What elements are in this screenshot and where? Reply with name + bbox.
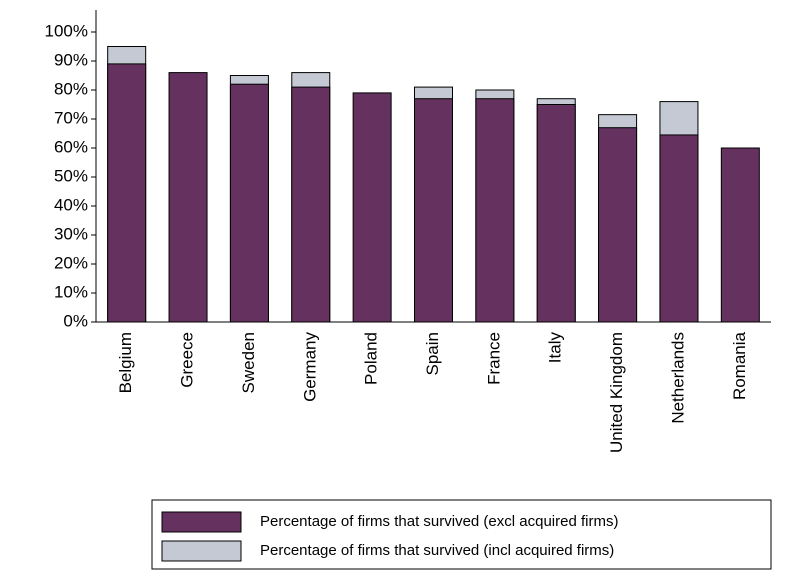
bar xyxy=(414,98,453,323)
y-tick-label: 20% xyxy=(54,253,88,272)
legend-swatch xyxy=(161,540,242,562)
y-tick-label: 90% xyxy=(54,50,88,69)
x-tick-label: United Kingdom xyxy=(607,332,626,453)
y-tick-label: 60% xyxy=(54,137,88,156)
bar xyxy=(168,72,208,323)
bar xyxy=(536,104,576,323)
legend-label: Percentage of firms that survived (incl … xyxy=(260,542,614,559)
legend: Percentage of firms that survived (excl … xyxy=(151,499,772,570)
y-tick-label: 70% xyxy=(54,108,88,127)
x-tick-label: Belgium xyxy=(116,332,135,393)
y-tick-label: 80% xyxy=(54,79,88,98)
y-tick-label: 40% xyxy=(54,195,88,214)
bar xyxy=(659,134,699,323)
x-tick-label: Greece xyxy=(178,332,197,388)
bar xyxy=(475,98,515,323)
bar xyxy=(352,92,392,323)
x-tick-label: Germany xyxy=(300,332,319,402)
y-tick-label: 30% xyxy=(54,224,88,243)
y-tick-label: 10% xyxy=(54,282,88,301)
bar xyxy=(229,83,269,323)
y-tick-label: 50% xyxy=(54,166,88,185)
x-tick-label: Romania xyxy=(730,331,749,400)
legend-box xyxy=(151,499,772,570)
x-tick-label: France xyxy=(484,332,503,385)
x-tick-label: Poland xyxy=(362,332,381,385)
bar xyxy=(107,63,147,323)
legend-label: Percentage of firms that survived (excl … xyxy=(260,513,618,530)
legend-swatch xyxy=(161,511,242,533)
x-tick-label: Sweden xyxy=(239,332,258,393)
x-tick-label: Netherlands xyxy=(668,332,687,424)
y-tick-label: 0% xyxy=(63,311,88,330)
x-tick-label: Italy xyxy=(546,332,565,364)
y-tick-label: 100% xyxy=(45,21,88,40)
x-tick-label: Spain xyxy=(423,332,442,375)
bar xyxy=(291,86,331,323)
bar xyxy=(720,147,760,323)
bar xyxy=(598,127,638,323)
